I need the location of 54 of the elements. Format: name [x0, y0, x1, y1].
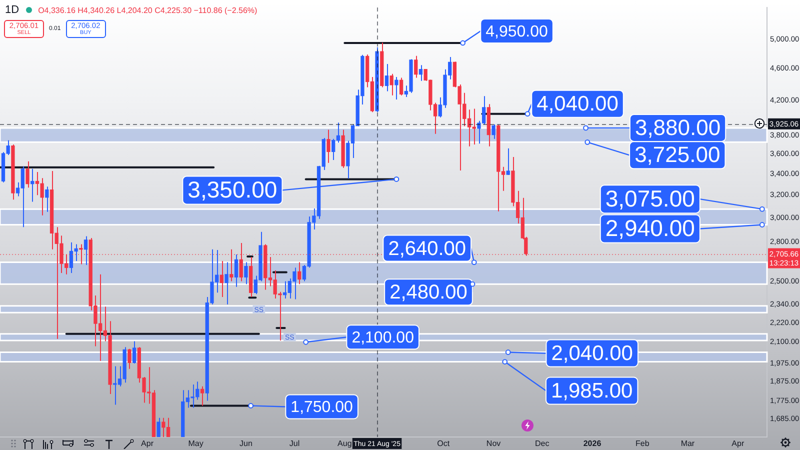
annotation: O4,336.16 H4,340.26 L4,204.20 C4,225.30 −110.86 (−2.56%)	[38, 6, 258, 14]
annotation: 2,100.00	[352, 330, 414, 347]
candlestick	[244, 262, 248, 285]
candlestick	[492, 124, 496, 140]
annotation: 2,480.00	[390, 282, 468, 304]
candlestick	[506, 148, 510, 176]
candlestick	[224, 262, 228, 305]
candlestick	[239, 242, 243, 282]
x-tick-label: Jul	[289, 439, 300, 448]
annotation: 3,075.00	[605, 185, 695, 212]
candlestick	[384, 64, 389, 92]
annotation: 3,350.00	[188, 176, 278, 203]
x-tick-label: Apr	[732, 439, 744, 448]
candlestick	[399, 77, 404, 96]
x-tick-label: Nov	[486, 439, 501, 448]
x-tick-label: Apr	[141, 439, 154, 448]
candlestick	[26, 160, 30, 188]
annotation: 1,750.00	[290, 399, 354, 416]
candlestick	[220, 260, 224, 298]
annotation: 1,985.00	[550, 380, 633, 403]
point	[460, 40, 466, 46]
candlestick	[394, 76, 398, 100]
x-tick-label: Feb	[636, 439, 650, 448]
annotation: 2,940.00	[605, 215, 695, 242]
chart-title: 1D	[5, 4, 20, 16]
candlestick	[298, 262, 302, 285]
x-tick-label: Oct	[437, 439, 450, 448]
candlestick	[128, 348, 132, 370]
annotation: 2,040.00	[551, 342, 633, 366]
candlestick	[132, 340, 136, 364]
x-tick-label: Dec	[534, 439, 550, 448]
point	[248, 403, 254, 408]
point	[524, 111, 530, 117]
x-tick-label: 2026	[583, 439, 602, 448]
x-tick-label: Aug	[338, 439, 352, 448]
candlestick	[45, 186, 49, 212]
annotation: 3,725.00	[634, 142, 720, 168]
candlestick	[234, 254, 238, 288]
candlestick	[156, 417, 160, 437]
x-tick-label: May	[188, 439, 204, 448]
candlestick	[326, 129, 330, 164]
x-tick-label: Mar	[680, 439, 695, 448]
annotation: 4,040.00	[536, 92, 618, 116]
annotation: 2,640.00	[388, 238, 466, 260]
candlestick	[390, 73, 394, 96]
candlestick	[418, 64, 423, 82]
candlestick	[230, 248, 234, 282]
annotation: 4,950.00	[486, 23, 548, 40]
annotation: 3,880.00	[634, 115, 721, 140]
candlestick	[200, 386, 204, 406]
candlestick	[84, 236, 88, 266]
point	[394, 176, 400, 182]
x-tick-label: Jun	[240, 439, 252, 448]
candlestick	[414, 55, 418, 78]
